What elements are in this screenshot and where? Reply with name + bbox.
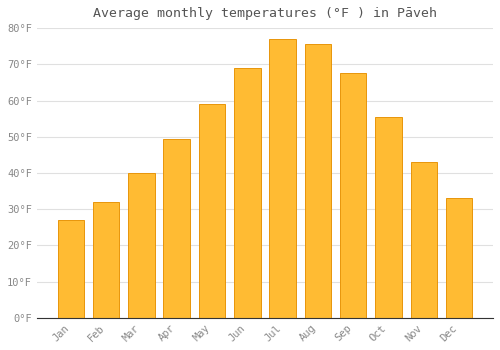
Bar <box>234 68 260 318</box>
Bar <box>198 104 225 318</box>
Bar <box>128 173 154 318</box>
Bar <box>164 139 190 318</box>
Bar <box>340 74 366 318</box>
Bar <box>375 117 402 318</box>
Bar <box>93 202 120 318</box>
Bar <box>304 44 331 318</box>
Title: Average monthly temperatures (°F ) in Pāveh: Average monthly temperatures (°F ) in Pā… <box>93 7 437 20</box>
Bar <box>446 198 472 318</box>
Bar <box>410 162 437 318</box>
Bar <box>270 39 296 318</box>
Bar <box>58 220 84 318</box>
